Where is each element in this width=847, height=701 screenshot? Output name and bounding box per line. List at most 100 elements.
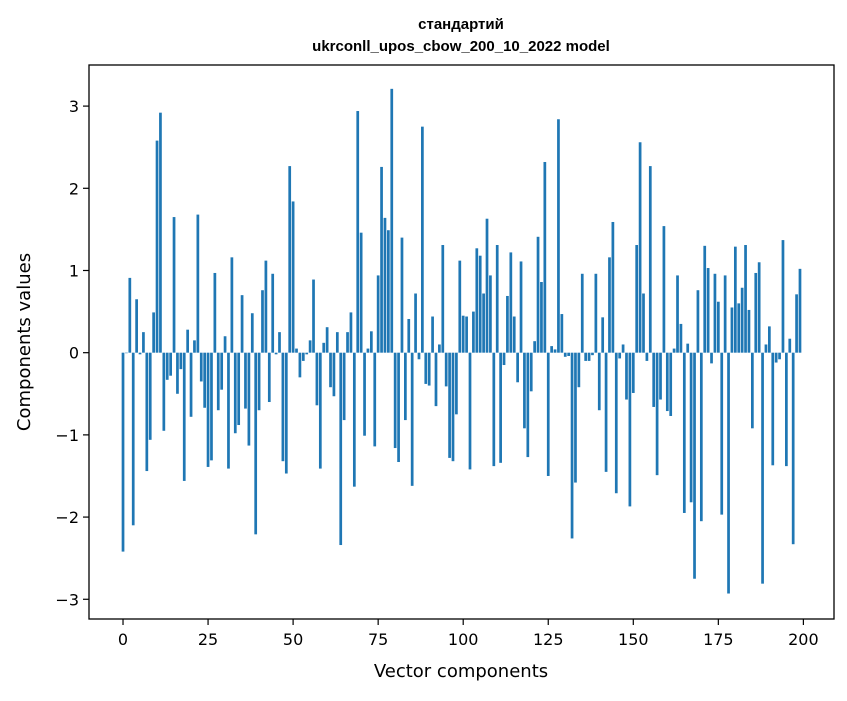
bar: [771, 352, 775, 466]
bar: [301, 352, 305, 361]
bar: [662, 226, 666, 353]
bar: [142, 332, 145, 353]
bar: [455, 352, 458, 415]
bar: [570, 352, 574, 539]
bar: [227, 352, 230, 469]
bar: [754, 272, 758, 353]
bar: [757, 262, 761, 353]
bar: [393, 352, 397, 449]
y-tick-label: −3: [55, 590, 79, 609]
bar: [580, 273, 584, 353]
bar: [179, 352, 183, 370]
bar: [472, 311, 475, 353]
bar: [165, 352, 169, 380]
bar: [128, 277, 132, 353]
y-tick-label: 0: [69, 344, 79, 363]
bar: [560, 314, 564, 353]
bar: [747, 309, 751, 353]
bar: [587, 352, 591, 361]
bar: [288, 166, 292, 353]
bar: [458, 260, 462, 353]
bar: [131, 352, 135, 526]
bar: [332, 352, 336, 397]
bar: [795, 294, 798, 353]
bar: [625, 352, 628, 400]
bar: [329, 352, 332, 388]
bar: [152, 312, 155, 353]
bar: [553, 349, 557, 353]
bar: [363, 352, 366, 436]
bar: [339, 352, 343, 546]
y-tick-label: 3: [69, 97, 79, 116]
bar: [237, 352, 241, 426]
bar: [352, 352, 356, 487]
bar: [468, 352, 472, 470]
bar: [424, 352, 428, 384]
bar: [710, 352, 713, 364]
bar: [342, 352, 346, 421]
bar: [349, 312, 353, 353]
bar: [768, 326, 771, 353]
bar: [533, 341, 536, 353]
bar: [774, 352, 778, 363]
bar: [448, 352, 451, 458]
bar: [730, 307, 734, 353]
bar: [682, 352, 686, 513]
bar: [145, 352, 149, 472]
x-axis-label: Vector components: [374, 661, 548, 682]
bar: [281, 352, 285, 462]
bar: [431, 316, 434, 353]
plot-area-frame: [88, 64, 835, 620]
bar: [305, 352, 309, 355]
bar: [652, 352, 656, 407]
bar: [642, 293, 645, 353]
x-tick-label: 150: [618, 630, 649, 649]
bar: [404, 352, 407, 421]
bar: [169, 352, 172, 376]
bar: [121, 352, 125, 552]
bar: [366, 348, 370, 353]
x-tick-label: 200: [788, 630, 819, 649]
y-tick-label: −1: [55, 426, 79, 445]
bar: [267, 352, 271, 403]
bar: [706, 268, 710, 353]
bar: [699, 352, 703, 522]
bar: [257, 352, 261, 411]
bar: [727, 352, 730, 594]
bar: [264, 260, 268, 353]
bar: [335, 332, 339, 353]
bar: [614, 352, 618, 494]
bar: [751, 352, 754, 429]
bar: [213, 272, 217, 353]
bar: [495, 245, 499, 353]
bar: [720, 352, 724, 515]
bar: [584, 352, 588, 361]
bar: [601, 317, 605, 353]
bar: [186, 329, 190, 353]
bar: [526, 352, 530, 458]
bar: [247, 352, 251, 446]
bar: [407, 318, 411, 353]
bar: [761, 352, 764, 584]
bar: [791, 352, 795, 545]
bar: [594, 273, 598, 353]
bar: [414, 293, 417, 353]
bar: [512, 316, 516, 353]
bar: [478, 255, 482, 353]
bar: [373, 352, 377, 447]
bar: [135, 299, 138, 353]
bar: [451, 352, 455, 462]
bar: [716, 301, 720, 353]
bar: [655, 352, 659, 476]
bar: [387, 230, 390, 353]
bar: [489, 275, 492, 353]
bar: [635, 245, 639, 353]
bar: [676, 275, 679, 353]
bar: [492, 352, 496, 467]
bar: [465, 316, 468, 353]
bar: [254, 352, 258, 535]
bar: [421, 126, 424, 353]
bar: [155, 140, 159, 353]
bar: [199, 352, 203, 382]
bar: [216, 352, 220, 411]
